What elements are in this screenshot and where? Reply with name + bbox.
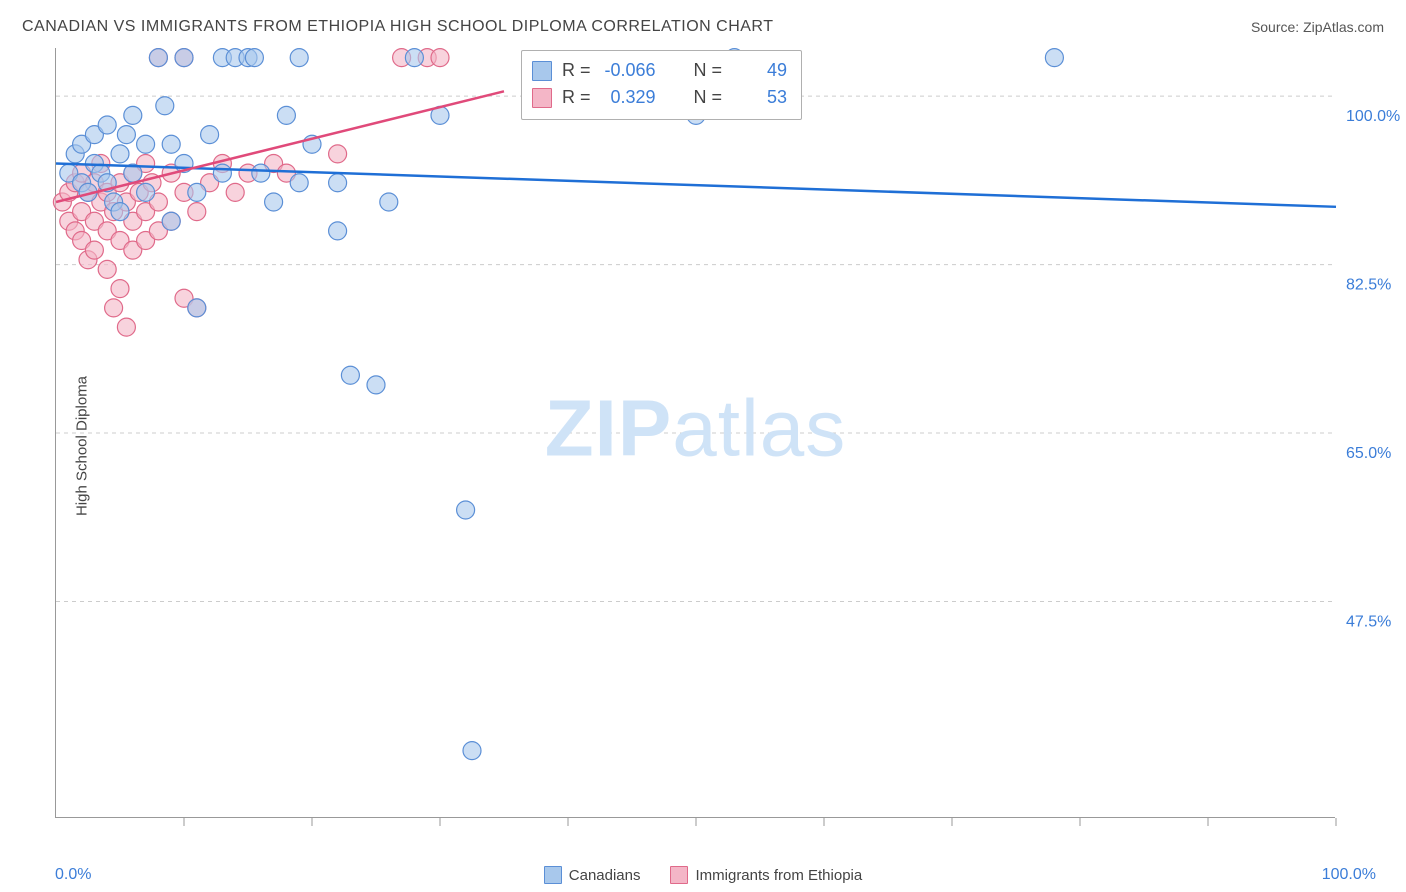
legend-swatch-b	[670, 866, 688, 884]
svg-text:65.0%: 65.0%	[1346, 445, 1391, 462]
chart-title: CANADIAN VS IMMIGRANTS FROM ETHIOPIA HIG…	[22, 18, 773, 36]
scatter-chart-svg: 47.5%65.0%82.5%100.0%	[56, 48, 1336, 818]
svg-text:82.5%: 82.5%	[1346, 277, 1391, 294]
correlation-stats-box: R = -0.066 N = 49 R = 0.329 N = 53	[521, 50, 802, 120]
legend-item-b: Immigrants from Ethiopia	[670, 866, 862, 884]
svg-text:47.5%: 47.5%	[1346, 613, 1391, 630]
stats-row-a: R = -0.066 N = 49	[532, 57, 787, 84]
bottom-legend: Canadians Immigrants from Ethiopia	[0, 866, 1406, 884]
series-b-swatch	[532, 88, 552, 108]
series-a-swatch	[532, 61, 552, 81]
legend-swatch-a	[544, 866, 562, 884]
stats-row-b: R = 0.329 N = 53	[532, 84, 787, 111]
legend-item-a: Canadians	[544, 866, 641, 884]
chart-source: Source: ZipAtlas.com	[1251, 19, 1384, 35]
plot-area: 47.5%65.0%82.5%100.0% ZIPatlas R = -0.06…	[55, 48, 1335, 818]
svg-text:100.0%: 100.0%	[1346, 108, 1400, 125]
chart-header: CANADIAN VS IMMIGRANTS FROM ETHIOPIA HIG…	[22, 18, 1384, 36]
